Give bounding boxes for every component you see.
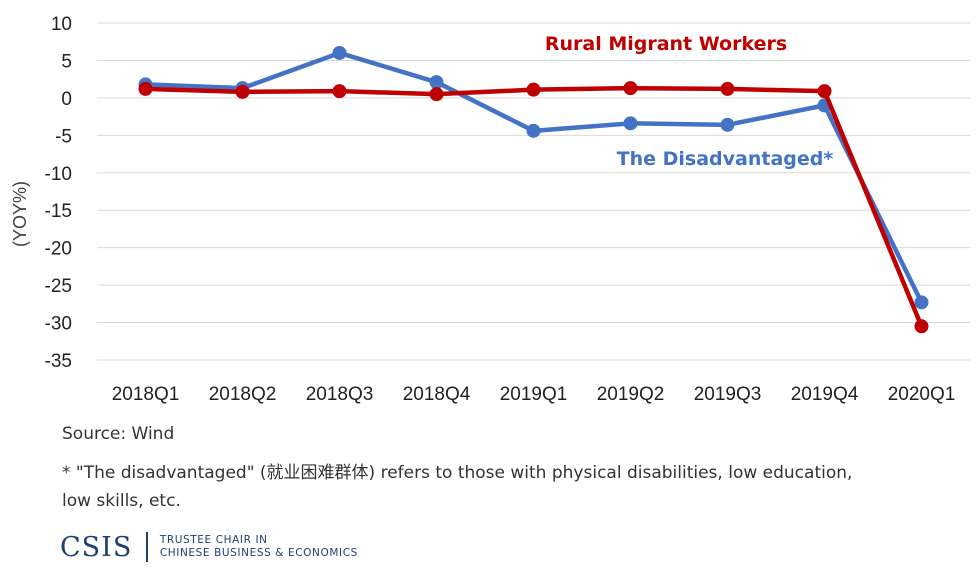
y-tick-label: 10 bbox=[51, 14, 72, 35]
y-tick-label: -10 bbox=[45, 164, 72, 185]
x-tick-label: 2018Q4 bbox=[403, 384, 471, 405]
x-tick-label: 2019Q3 bbox=[694, 384, 762, 405]
y-tick-label: -15 bbox=[45, 201, 72, 222]
data-point bbox=[720, 117, 735, 132]
x-tick-label: 2018Q2 bbox=[209, 384, 277, 405]
data-point bbox=[720, 81, 735, 96]
data-point bbox=[526, 82, 541, 97]
data-point bbox=[526, 123, 541, 138]
y-tick-label: -5 bbox=[55, 126, 72, 147]
x-tick-label: 2020Q1 bbox=[888, 384, 956, 405]
x-tick-label: 2018Q3 bbox=[306, 384, 374, 405]
data-point bbox=[623, 81, 638, 96]
x-tick-label: 2019Q1 bbox=[500, 384, 568, 405]
data-point bbox=[332, 84, 347, 99]
series-lines bbox=[138, 45, 929, 334]
x-tick-label: 2019Q2 bbox=[597, 384, 665, 405]
y-tick-label: -35 bbox=[45, 351, 72, 372]
data-point bbox=[429, 75, 444, 90]
data-point bbox=[914, 295, 929, 310]
series-label-the-disadvantaged: The Disadvantaged* bbox=[617, 148, 834, 170]
y-tick-label: 0 bbox=[61, 89, 72, 110]
data-point bbox=[914, 319, 929, 334]
data-point bbox=[138, 81, 153, 96]
source-note: Source: Wind bbox=[62, 424, 175, 444]
csis-logo: CSIS TRUSTEE CHAIR IN CHINESE BUSINESS &… bbox=[60, 530, 358, 564]
x-axis-ticks: 2018Q1 2018Q2 2018Q3 2018Q4 2019Q1 2019Q2 2019… bbox=[112, 384, 956, 405]
data-point bbox=[817, 84, 832, 99]
y-tick-label: -20 bbox=[45, 239, 72, 260]
data-point bbox=[235, 84, 250, 99]
footnote-line-1: * "The disadvantaged" (就业困难群体) refers to… bbox=[62, 463, 853, 483]
logo-divider bbox=[146, 532, 148, 562]
y-tick-label: -30 bbox=[45, 314, 72, 335]
y-tick-label: -25 bbox=[45, 276, 72, 297]
data-point bbox=[429, 87, 444, 102]
logo-tagline-line-1: TRUSTEE CHAIR IN bbox=[159, 534, 268, 546]
logo-tagline-line-2: CHINESE BUSINESS & ECONOMICS bbox=[159, 547, 358, 559]
series-label-rural-migrant-workers: Rural Migrant Workers bbox=[545, 33, 787, 55]
data-point bbox=[332, 45, 347, 60]
csis-logo-wordmark: CSIS bbox=[60, 531, 133, 563]
footnote-line-2: low skills, etc. bbox=[62, 491, 181, 511]
logo-tagline: TRUSTEE CHAIR IN CHINESE BUSINESS & ECON… bbox=[160, 534, 358, 560]
y-axis-ticks: 10 5 0 -5 -10 -15 -20 -25 -30 -35 bbox=[45, 14, 72, 372]
series-1 bbox=[138, 81, 929, 334]
x-tick-label: 2019Q4 bbox=[791, 384, 859, 405]
y-tick-label: 5 bbox=[61, 51, 72, 72]
y-axis-label: (YOY%) bbox=[10, 181, 30, 247]
data-point bbox=[623, 116, 638, 131]
gridlines bbox=[97, 22, 970, 361]
x-tick-label: 2018Q1 bbox=[112, 384, 180, 405]
